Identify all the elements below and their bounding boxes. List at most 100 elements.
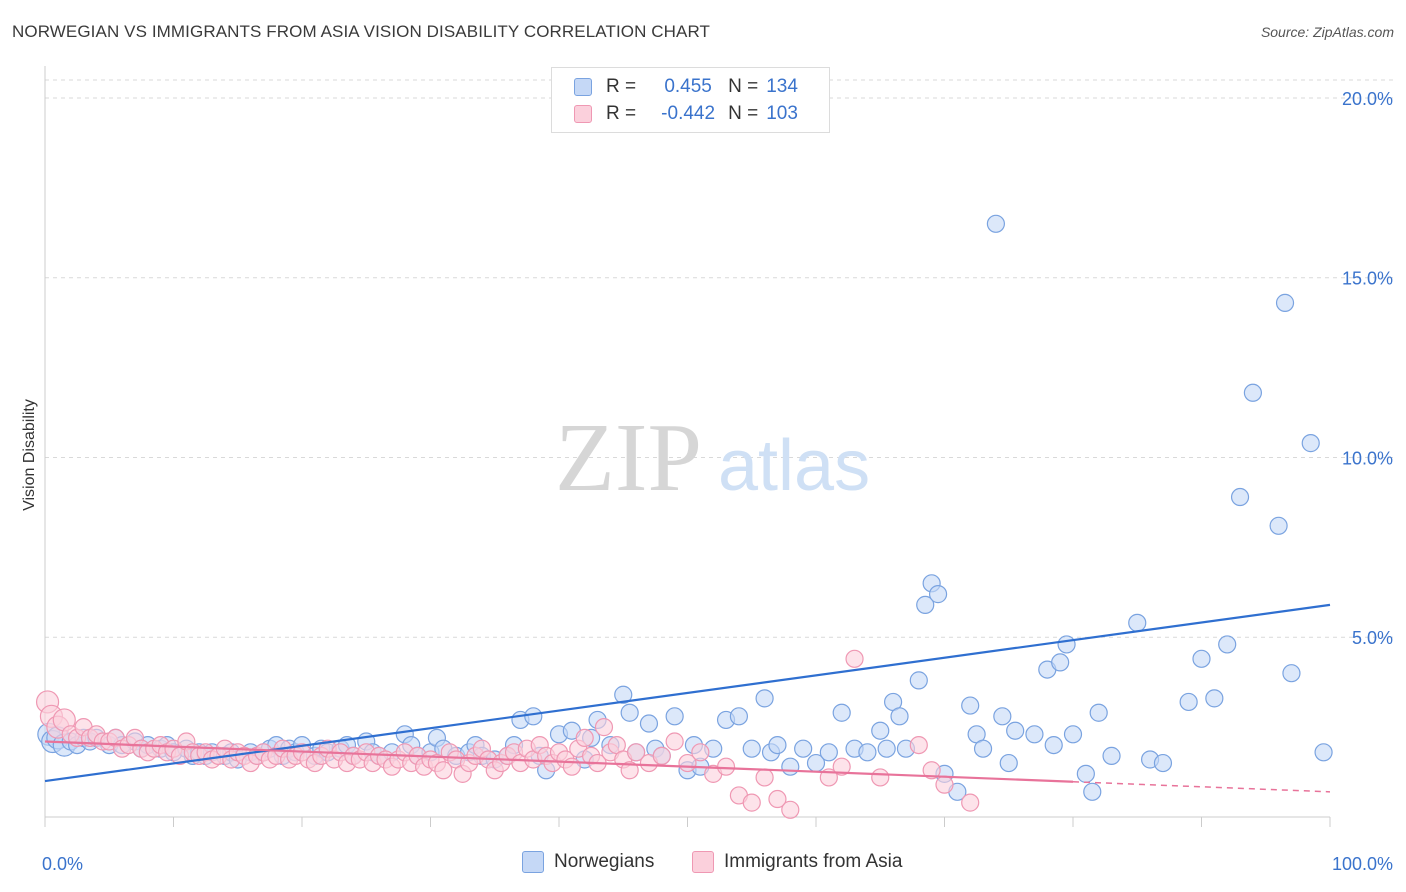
series-legend-label: Norwegians	[554, 851, 655, 872]
norwegians-point	[916, 595, 935, 614]
immigrants-point	[575, 728, 594, 748]
norwegians-point	[620, 703, 639, 722]
legend-n-label: N =	[728, 76, 759, 97]
immigrants-point	[768, 789, 787, 809]
series-legend: Norwegians Immigrants from Asia	[0, 851, 1406, 877]
legend-swatch-blue	[522, 851, 544, 873]
y-axis-label: Vision Disability	[21, 399, 38, 511]
series-legend-norwegians[interactable]: Norwegians	[522, 851, 654, 873]
norwegians-point	[1057, 635, 1076, 654]
immigrants-point	[871, 768, 890, 787]
series-legend-immigrants-from-asia[interactable]: Immigrants from Asia	[692, 851, 902, 873]
source-credit: Source: ZipAtlas.com	[1260, 24, 1394, 40]
x-tick-label: 0.0%	[42, 854, 83, 874]
norwegians-point	[871, 721, 890, 740]
norwegians-point	[999, 753, 1018, 773]
immigrants-point	[781, 800, 800, 819]
immigrants-point	[922, 761, 941, 780]
immigrants-trend-line	[44, 740, 1074, 783]
immigrants-point	[755, 768, 774, 787]
norwegians-point	[1230, 487, 1250, 507]
immigrants-point	[909, 735, 928, 755]
immigrants-point	[691, 743, 710, 762]
norwegians-point	[524, 707, 543, 726]
norwegians-point	[1076, 764, 1095, 783]
norwegians-point	[1128, 613, 1147, 632]
norwegians-point	[1282, 664, 1301, 683]
norwegians-point	[1275, 293, 1295, 312]
watermark-atlas: atlas	[718, 426, 870, 506]
y-tick-label: 10.0%	[1342, 448, 1393, 468]
immigrants-point	[594, 718, 614, 737]
legend-n-label: N =	[728, 103, 759, 124]
norwegians-point	[1269, 516, 1288, 535]
norwegians-point	[993, 707, 1012, 726]
norwegians-point	[614, 685, 633, 704]
legend-n-value: 103	[766, 103, 798, 124]
correlation-legend: R = 0.455 N = 134 R = -0.442 N = 103	[551, 67, 830, 133]
legend-n-value: 134	[766, 76, 798, 97]
norwegians-point	[877, 739, 896, 758]
norwegians-point	[832, 703, 851, 722]
immigrants-point	[562, 757, 581, 776]
watermark-zip: ZIP	[555, 404, 702, 512]
tick-labels: 5.0% 10.0% 15.0% 20.0% 0.0% 100.0%	[42, 89, 1393, 874]
y-tick-label: 5.0%	[1352, 628, 1393, 648]
norwegians-point	[1314, 743, 1333, 762]
norwegians-point	[986, 214, 1006, 233]
norwegians-point	[1006, 721, 1025, 740]
immigrants-point	[665, 732, 684, 751]
norwegians-point	[768, 735, 787, 755]
norwegians-point	[665, 707, 684, 726]
norwegians-point	[1243, 383, 1263, 402]
immigrants-point	[652, 746, 671, 765]
norwegians-point	[1044, 735, 1063, 755]
immigrants-point	[620, 761, 639, 780]
norwegians-point	[961, 696, 980, 715]
legend-r-value: -0.442	[661, 103, 716, 124]
immigrants-point	[832, 757, 851, 776]
norwegians-point	[973, 739, 993, 758]
norwegians-point	[909, 671, 928, 690]
immigrants-point	[434, 761, 453, 780]
legend-r-value: 0.455	[664, 76, 712, 97]
norwegians-point	[858, 743, 877, 762]
norwegians-point	[1301, 434, 1320, 453]
immigrants-point	[935, 775, 954, 794]
norwegians-point	[729, 707, 749, 726]
watermark: ZIP atlas	[555, 404, 870, 512]
immigrants-point	[716, 757, 736, 776]
norwegians-point	[1153, 753, 1173, 773]
y-tick-label: 20.0%	[1342, 89, 1393, 109]
norwegians-point	[1083, 782, 1102, 801]
chart-title: NORWEGIAN VS IMMIGRANTS FROM ASIA VISION…	[12, 22, 711, 41]
norwegians-point	[1179, 692, 1198, 712]
x-tick-label: 100.0%	[1332, 854, 1393, 874]
y-tick-label: 15.0%	[1342, 269, 1393, 289]
legend-r-label: R =	[606, 76, 637, 97]
immigrants-point	[742, 793, 761, 812]
legend-swatch-pink	[692, 851, 714, 873]
norwegians-trend-line	[44, 603, 1331, 783]
series-legend-label: Immigrants from Asia	[724, 851, 903, 872]
norwegians-point	[639, 714, 659, 733]
immigrants-trend-line-dashed	[1072, 781, 1331, 793]
norwegians-point	[755, 689, 774, 708]
grid-lines	[45, 79, 1395, 638]
legend-swatch-pink	[574, 105, 592, 123]
norwegians-point	[819, 743, 838, 762]
norwegians-point	[1051, 653, 1070, 672]
legend-row-immigrants: R = -0.442 N = 103	[574, 101, 798, 127]
immigrants-point	[845, 649, 864, 668]
norwegians-point	[742, 739, 761, 758]
legend-r-label: R =	[606, 103, 637, 124]
norwegians-point	[1089, 703, 1108, 722]
norwegians-point	[781, 757, 800, 776]
norwegians-point	[928, 585, 948, 604]
norwegians-point	[1205, 689, 1224, 708]
trend-lines	[44, 603, 1331, 793]
immigrants-point	[626, 743, 646, 762]
norwegians-point	[1218, 635, 1237, 654]
norwegians-point	[1025, 725, 1044, 744]
